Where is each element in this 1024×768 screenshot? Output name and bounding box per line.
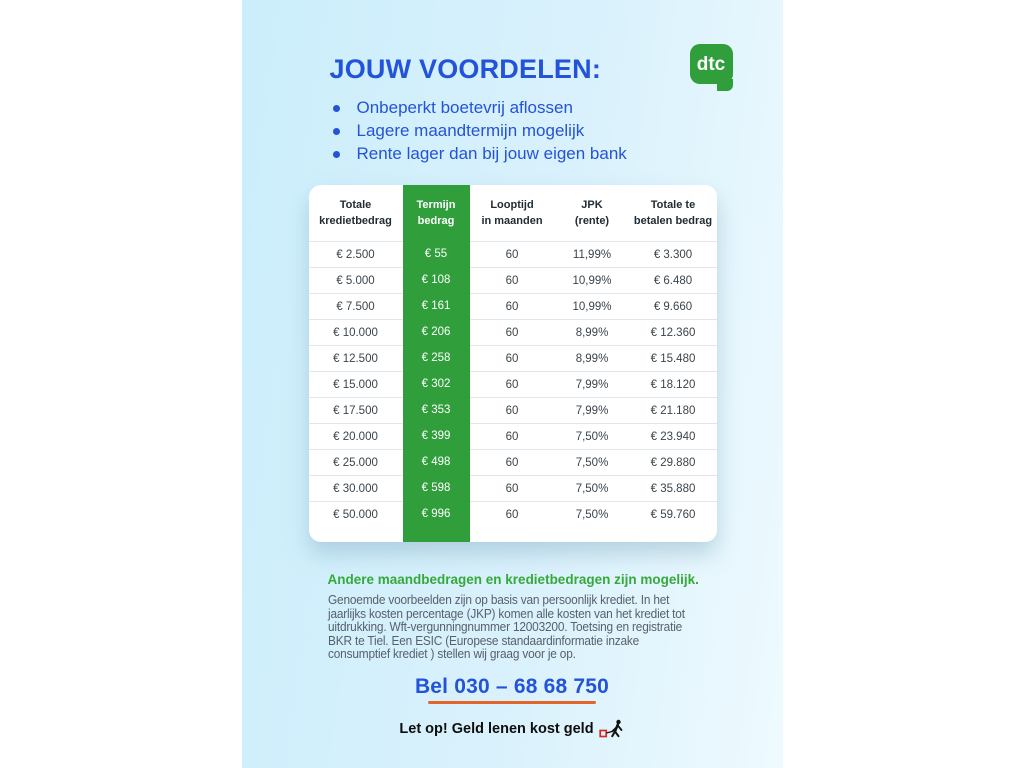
table-header-cell: Termijn bedrag: [416, 199, 456, 227]
table-row: € 2.500 € 55 60 11,99% € 3.300: [308, 241, 717, 267]
table-cell: € 9.660: [629, 293, 717, 319]
table-cell: 60: [469, 371, 555, 397]
table-header-cell: JPK (rente): [574, 199, 610, 227]
table-cell: € 21.180: [629, 397, 717, 423]
table-cell: 7,50%: [554, 423, 630, 449]
table-header-cell: Totale te betalen bedrag: [633, 199, 713, 227]
table-cell: € 108: [421, 274, 451, 286]
phone-cta: Bel 030 – 68 68 750: [242, 675, 783, 704]
rate-table-card: Totale kredietbedrag Termijn bedrag Looptijd…: [308, 185, 717, 542]
table-cell: 60: [469, 293, 555, 319]
termijn-highlight-stripe: [402, 185, 470, 542]
benefits-list: Onbeperkt boetevrij aflossen Lagere maand…: [330, 98, 750, 164]
table-cell: 7,99%: [554, 371, 630, 397]
phone-underline: [428, 701, 596, 704]
table-cell: € 30.000: [308, 475, 403, 501]
table-cell: 60: [469, 501, 555, 527]
table-cell: € 10.000: [308, 319, 403, 345]
table-cell: € 15.000: [308, 371, 403, 397]
table-header-row: Totale kredietbedrag Termijn bedrag Looptijd…: [309, 185, 717, 241]
table-row: € 25.000 € 498 60 7,50% € 29.880: [308, 449, 717, 475]
table-cell: € 15.480: [629, 345, 717, 371]
table-cell: € 59.760: [629, 501, 717, 527]
table-cell: € 35.880: [629, 475, 717, 501]
table-row: € 50.000 € 996 60 7,50% € 59.760: [308, 501, 717, 527]
table-cell: 7,50%: [554, 475, 630, 501]
table-cell: 7,50%: [554, 501, 630, 527]
table-cell: € 353: [421, 404, 451, 416]
table-row: € 5.000 € 108 60 10,99% € 6.480: [308, 267, 717, 293]
notes-highlight: Andere maandbedragen en kredietbedragen …: [327, 572, 699, 587]
table-cell: 60: [469, 241, 555, 267]
phone-link[interactable]: Bel 030 – 68 68 750: [414, 675, 610, 698]
dtc-logo: dtc: [689, 44, 733, 91]
disclosure-block: Andere maandbedragen en kredietbedragen …: [328, 572, 720, 662]
table-cell: 7,50%: [554, 449, 630, 475]
table-cell: 10,99%: [554, 293, 630, 319]
table-cell: € 6.480: [629, 267, 717, 293]
table-cell: € 25.000: [308, 449, 403, 475]
table-header-cell: Looptijd in maanden: [481, 199, 543, 227]
table-cell: € 12.500: [308, 345, 403, 371]
benefit-item: Rente lager dan bij jouw eigen bank: [330, 144, 750, 164]
table-cell: 8,99%: [554, 345, 630, 371]
table-cell: 8,99%: [554, 319, 630, 345]
table-cell: 60: [469, 475, 555, 501]
table-cell: 60: [469, 345, 555, 371]
table-cell: € 598: [421, 482, 451, 494]
dtc-logo-text: dtc: [696, 53, 726, 75]
table-cell: € 17.500: [308, 397, 403, 423]
table-row: € 10.000 € 206 60 8,99% € 12.360: [308, 319, 717, 345]
table-row: € 12.500 € 258 60 8,99% € 15.480: [308, 345, 717, 371]
geld-lenen-kost-geld-icon: [598, 719, 625, 738]
table-row: € 7.500 € 161 60 10,99% € 9.660: [308, 293, 717, 319]
table-cell: € 399: [421, 430, 451, 442]
table-cell: € 29.880: [629, 449, 717, 475]
table-cell: € 2.500: [308, 241, 403, 267]
table-cell: 10,99%: [554, 267, 630, 293]
loan-table: Totale kredietbedrag Termijn bedrag Looptijd…: [308, 185, 717, 542]
table-cell: € 161: [421, 300, 451, 312]
flyer-page: JOUW VOORDELEN: Onbeperkt boetevrij aflo…: [241, 0, 783, 768]
table-cell: € 18.120: [629, 371, 717, 397]
table-row: € 15.000 € 302 60 7,99% € 18.120: [308, 371, 717, 397]
table-cell: € 23.940: [629, 423, 717, 449]
table-cell: € 5.000: [308, 267, 403, 293]
table-cell: 60: [469, 423, 555, 449]
table-cell: € 50.000: [308, 501, 403, 527]
table-row: € 30.000 € 598 60 7,50% € 35.880: [308, 475, 717, 501]
table-cell: 60: [469, 267, 555, 293]
table-cell: € 206: [421, 326, 451, 338]
benefit-item: Onbeperkt boetevrij aflossen: [330, 98, 750, 118]
table-header-cell: Totale kredietbedrag: [319, 199, 392, 227]
notes-body: Genoemde voorbeelden zijn op basis van p…: [327, 593, 685, 662]
table-cell: € 302: [421, 378, 451, 390]
page-title: JOUW VOORDELEN:: [329, 54, 602, 84]
table-cell: 60: [469, 319, 555, 345]
credit-warning-label: Let op! Geld lenen kost geld: [399, 720, 594, 737]
benefit-item: Lagere maandtermijn mogelijk: [330, 121, 750, 141]
table-cell: 60: [469, 449, 555, 475]
table-cell: € 498: [421, 456, 451, 468]
table-cell: € 7.500: [308, 293, 403, 319]
table-cell: € 3.300: [629, 241, 717, 267]
table-cell: € 55: [424, 248, 448, 260]
table-cell: € 996: [421, 508, 451, 520]
credit-warning: Let op! Geld lenen kost geld: [242, 719, 783, 738]
table-row: € 17.500 € 353 60 7,99% € 21.180: [308, 397, 717, 423]
table-cell: 7,99%: [554, 397, 630, 423]
table-row: € 20.000 € 399 60 7,50% € 23.940: [308, 423, 717, 449]
table-cell: € 20.000: [308, 423, 403, 449]
table-cell: € 12.360: [629, 319, 717, 345]
table-cell: 11,99%: [554, 241, 630, 267]
table-cell: € 258: [421, 352, 451, 364]
table-cell: 60: [469, 397, 555, 423]
header-block: JOUW VOORDELEN: Onbeperkt boetevrij aflo…: [330, 54, 750, 167]
